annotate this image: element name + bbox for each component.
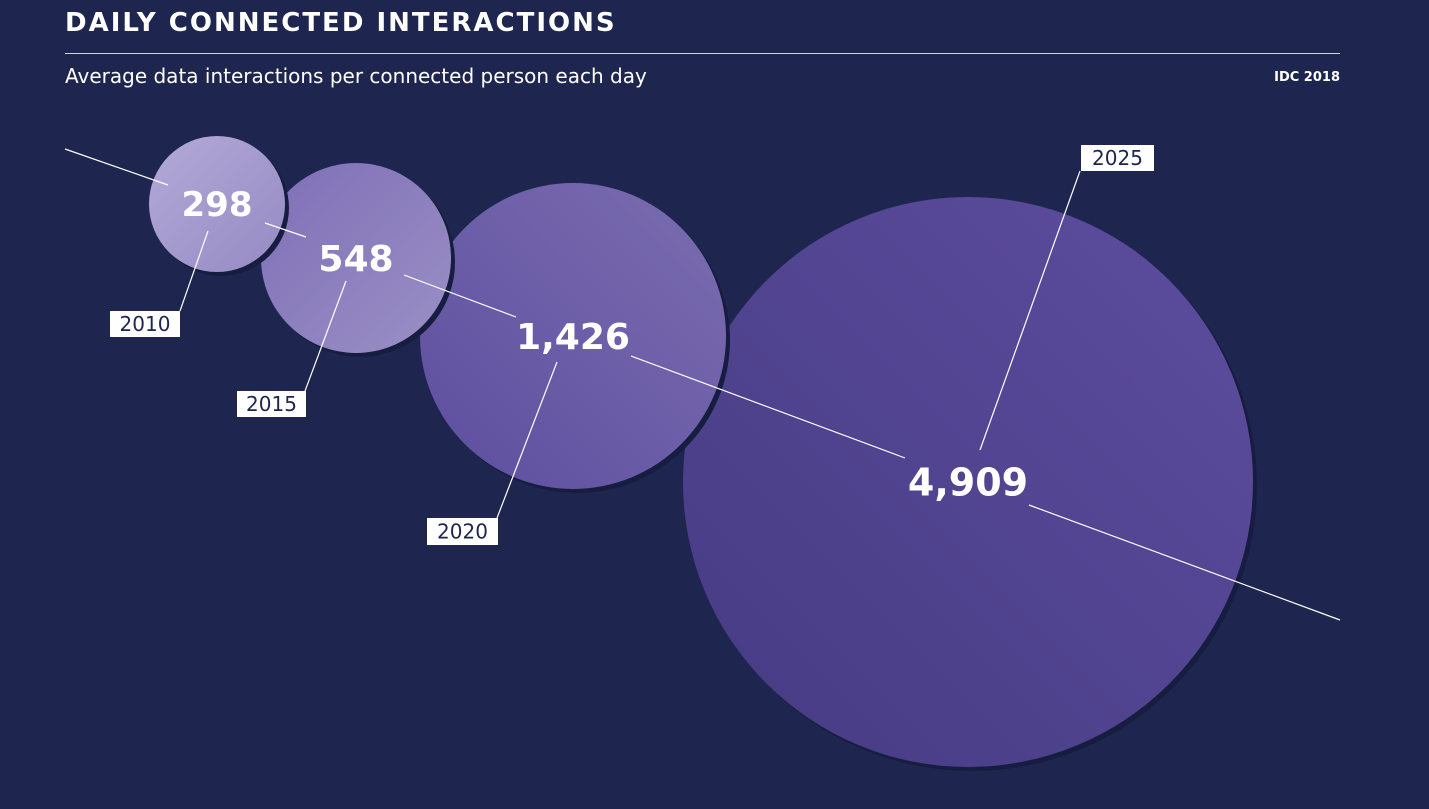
title-divider [65,53,1340,54]
year-label-2015: 2015 [246,392,297,416]
trend-line-segment [1028,504,1341,621]
year-label-box-2025 [1081,145,1154,171]
trend-line-segment [403,274,517,318]
value-label-2015: 548 [318,239,393,280]
year-label-2025: 2025 [1092,146,1143,170]
leader-line-2015 [304,280,347,392]
chart-subtitle: Average data interactions per connected … [65,64,647,88]
year-label-box-2015 [237,391,306,417]
year-label-box-2020 [427,518,498,545]
value-label-2020: 1,426 [516,317,630,358]
leader-line-2010 [179,230,209,312]
trend-line-segment [64,148,169,186]
bubble-2015 [261,163,451,353]
value-label-2025: 4,909 [908,461,1028,505]
leader-line-2020 [496,361,558,519]
year-label-2010: 2010 [120,312,171,336]
trend-line-segment [264,222,307,238]
bubble-2010 [149,136,285,272]
bubble-2025 [683,197,1253,767]
value-label-2010: 298 [182,185,253,225]
year-label-2020: 2020 [437,520,488,544]
chart-title: DAILY CONNECTED INTERACTIONS [65,8,617,38]
year-label-box-2010 [110,311,180,337]
leader-line-2025 [979,170,1081,451]
bubble-2020 [420,183,726,489]
source-label: IDC 2018 [1274,70,1340,85]
trend-line-segment [630,355,906,459]
